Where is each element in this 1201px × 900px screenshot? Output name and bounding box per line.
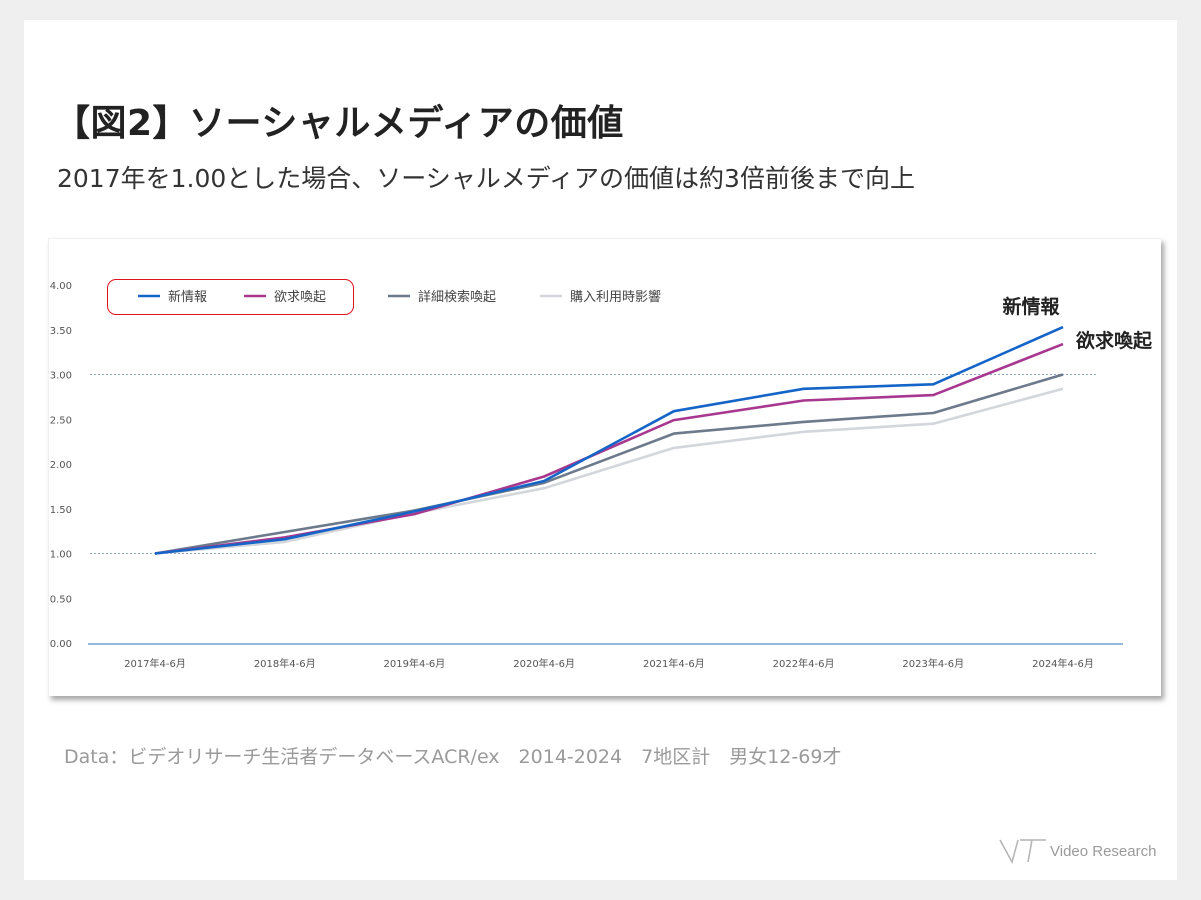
legend-label: 欲求喚起	[274, 289, 326, 305]
y-tick-label: 2.50	[50, 415, 72, 426]
x-tick-label: 2024年4-6月	[1032, 657, 1094, 670]
x-tick-label: 2022年4-6月	[773, 657, 835, 670]
y-tick-label: 4.00	[50, 281, 72, 292]
x-tick-label: 2019年4-6月	[384, 657, 446, 670]
y-tick-label: 0.00	[50, 639, 72, 650]
y-tick-label: 3.00	[50, 371, 72, 382]
y-tick-label: 1.00	[50, 550, 72, 561]
series-end-label: 欲求喚起	[1075, 329, 1153, 352]
series-line-4	[154, 387, 1064, 555]
series-line-3	[154, 373, 1064, 555]
page-subtitle: 2017年を1.00とした場合、ソーシャルメディアの価値は約3倍前後まで向上	[57, 164, 915, 193]
y-tick-label: 2.00	[50, 460, 72, 471]
x-tick-label: 2017年4-6月	[124, 657, 186, 670]
series-line-1	[154, 325, 1064, 555]
y-tick-label: 1.50	[50, 505, 72, 516]
x-tick-label: 2018年4-6月	[254, 657, 316, 670]
series-end-label: 新情報	[1002, 295, 1060, 318]
x-tick-label: 2023年4-6月	[902, 657, 964, 670]
x-tick-label: 2021年4-6月	[643, 657, 705, 670]
y-tick-label: 3.50	[50, 326, 72, 337]
company-logo: Video Research	[998, 838, 1156, 864]
legend-label: 新情報	[168, 289, 207, 305]
logo-text: Video Research	[1050, 842, 1157, 860]
x-tick-label: 2020年4-6月	[513, 657, 575, 670]
data-source-note: Data：ビデオリサーチ生活者データベースACR/ex 2014-2024 7地…	[64, 746, 842, 768]
y-tick-label: 0.50	[50, 594, 72, 605]
vr-logo-icon	[999, 839, 1046, 864]
series-line-2	[154, 342, 1064, 555]
page-title: 【図2】ソーシャルメディアの価値	[54, 103, 624, 144]
legend-label: 購入利用時影響	[570, 289, 661, 305]
legend-highlight-box	[107, 279, 354, 315]
legend-label: 詳細検索喚起	[418, 289, 496, 305]
